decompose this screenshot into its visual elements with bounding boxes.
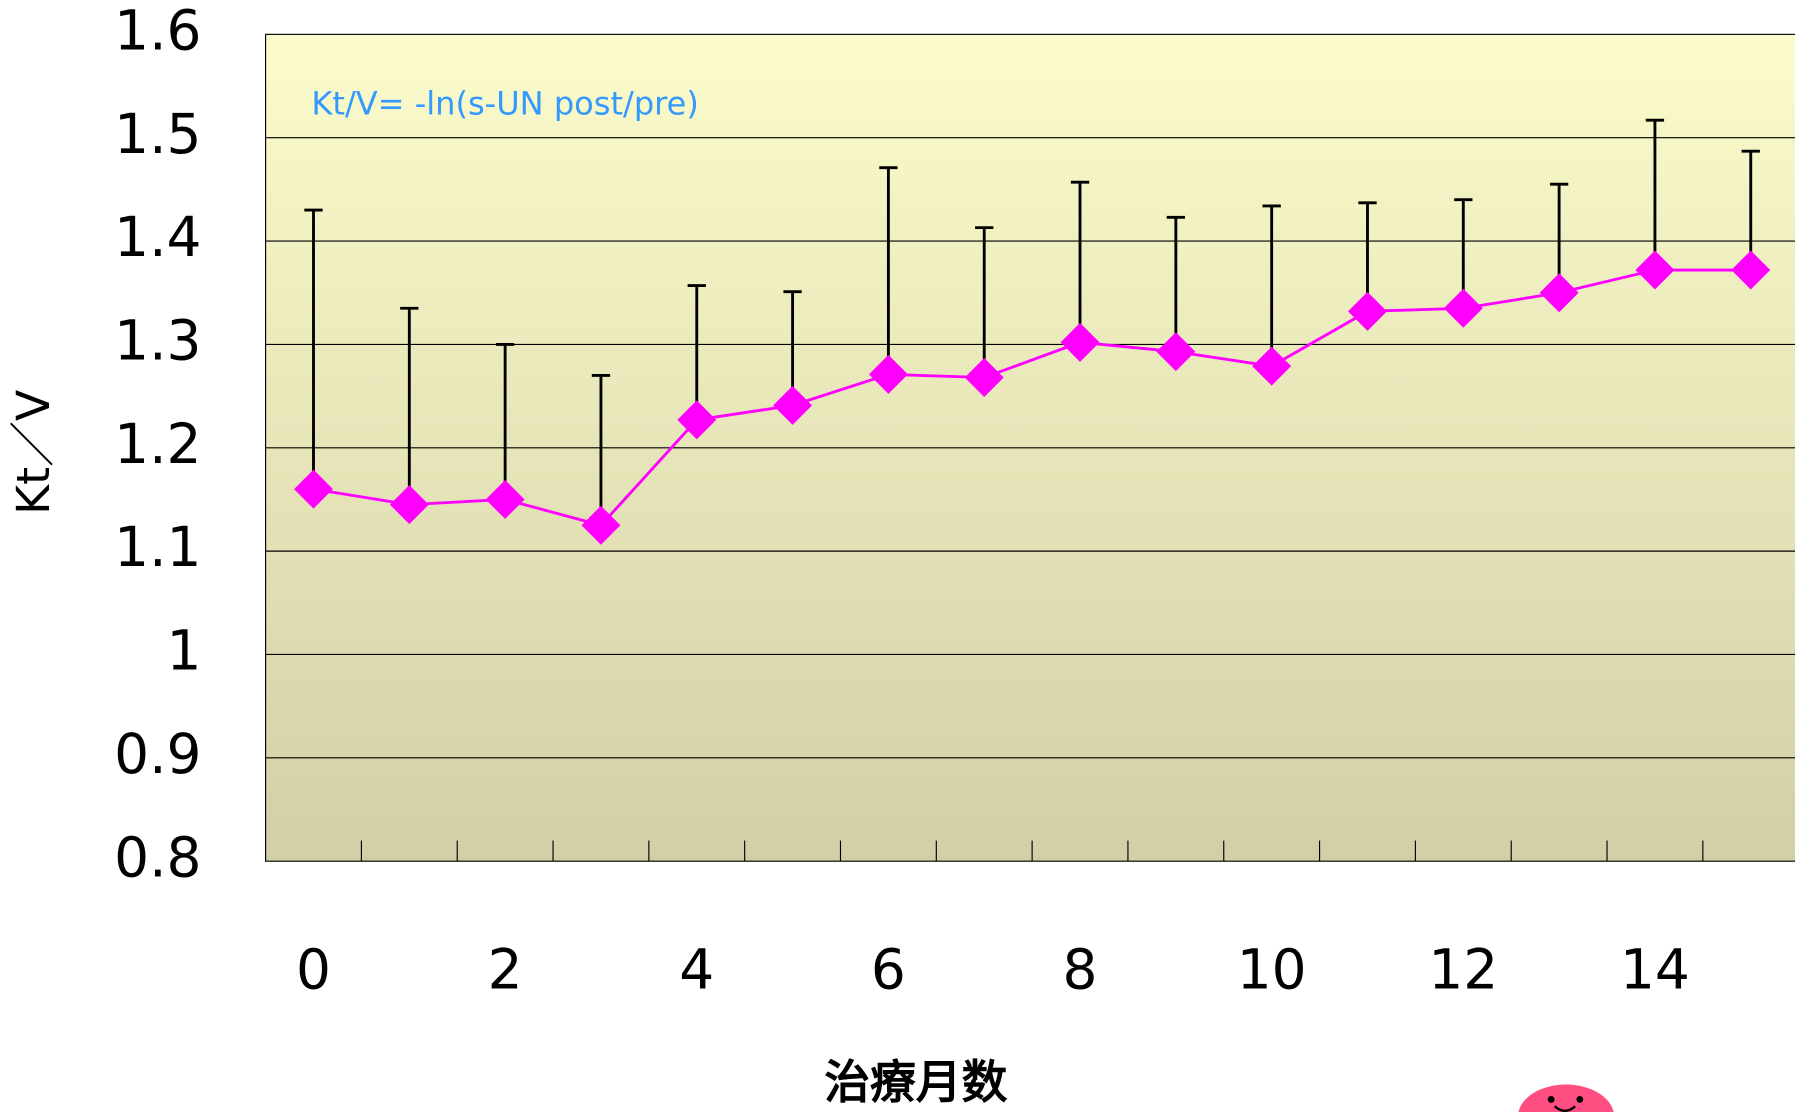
marker [1252, 346, 1292, 386]
y-axis-title: Kt／V [6, 390, 60, 515]
x-tick-label: 10 [1237, 938, 1307, 1002]
x-tick-label: 14 [1620, 938, 1690, 1002]
marker [1539, 273, 1579, 313]
marker [1443, 288, 1483, 328]
y-tick-label: 1 [167, 619, 202, 683]
x-tick-label: 0 [296, 938, 331, 1002]
y-tick-label: 1.3 [114, 309, 201, 373]
y-tick-label: 0.8 [114, 825, 201, 889]
y-tick-label: 0.9 [114, 722, 201, 786]
y-tick-label: 1.6 [114, 0, 201, 63]
series-line [313, 268, 1751, 527]
marker [294, 469, 333, 509]
y-tick-label: 1.1 [114, 515, 201, 579]
marker [1348, 291, 1387, 331]
annotation: Kt/V= -ln(s-UN post/pre) [311, 84, 698, 122]
mascot [1518, 1084, 1614, 1112]
x-tick-label: 6 [871, 938, 906, 1002]
x-axis-title: 治療月数 [824, 1055, 1007, 1109]
marker [773, 385, 813, 425]
marker [1060, 322, 1100, 362]
x-tick-label: 8 [1063, 938, 1098, 1002]
y-tick-label: 1.4 [114, 205, 201, 269]
x-tick-label: 2 [488, 938, 523, 1002]
marker [964, 358, 1004, 397]
y-tick-label: 1.5 [114, 102, 201, 166]
y-tick-label: 1.2 [114, 412, 201, 476]
x-tick-label: 4 [679, 938, 714, 1002]
marker [677, 400, 717, 440]
marker [581, 505, 621, 545]
x-tick-label: 12 [1428, 938, 1498, 1002]
